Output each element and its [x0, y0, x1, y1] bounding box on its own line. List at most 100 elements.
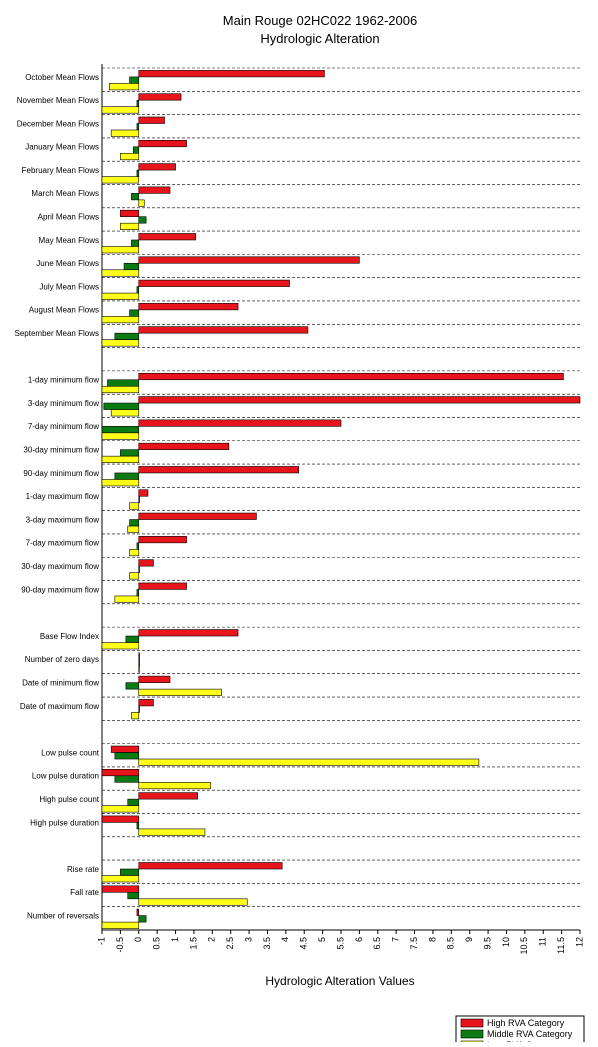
bar: [138, 688, 222, 696]
bar: [136, 908, 140, 916]
bar: [138, 862, 283, 870]
bar: [131, 193, 140, 201]
bar: [138, 489, 149, 497]
bar: [101, 815, 140, 823]
bar: [109, 83, 140, 91]
bar: [138, 93, 182, 101]
category-label: 90-day maximum flow: [21, 585, 99, 594]
category-label: July Mean Flows: [39, 282, 99, 291]
category-label: 90-day minimum flow: [23, 469, 99, 478]
category-label: Date of maximum flow: [20, 702, 99, 711]
bar: [136, 286, 140, 294]
bar: [110, 129, 140, 137]
category-label: May Mean Flows: [39, 236, 99, 245]
x-axis-label: Hydrologic Alteration Values: [265, 974, 414, 988]
category-label: Low pulse duration: [32, 772, 99, 781]
bar: [110, 745, 140, 753]
bar: [101, 769, 140, 777]
x-tick-label: 6.5: [372, 937, 382, 950]
x-tick-label: 9: [464, 937, 474, 942]
x-tick-label: 8: [427, 937, 437, 942]
x-tick-label: -0.5: [115, 937, 125, 953]
category-label: 3-day minimum flow: [28, 399, 99, 408]
x-tick-label: 2: [207, 937, 217, 942]
category-label: January Mean Flows: [25, 143, 99, 152]
bar: [138, 419, 342, 427]
bar: [129, 549, 140, 557]
bar: [138, 70, 325, 78]
bar: [123, 262, 140, 271]
bar: [129, 572, 140, 580]
category-label: Low pulse count: [41, 748, 100, 757]
bar: [138, 256, 360, 264]
category-label: April Mean Flows: [38, 213, 99, 222]
category-label: June Mean Flows: [36, 259, 99, 268]
bar: [138, 898, 248, 906]
category-label: August Mean Flows: [29, 306, 99, 315]
category-label: Fall rate: [70, 888, 99, 897]
x-tick-label: 2.5: [225, 937, 235, 950]
bar: [120, 209, 140, 217]
category-label: February Mean Flows: [22, 166, 99, 175]
bar: [138, 495, 140, 504]
category-label: March Mean Flows: [31, 189, 99, 198]
x-tick-label: 4.5: [299, 937, 309, 950]
bar: [120, 868, 140, 876]
bar: [138, 792, 198, 800]
bar: [138, 372, 564, 381]
bar: [136, 589, 140, 597]
bar: [138, 466, 300, 474]
bar: [101, 269, 140, 277]
bar: [138, 536, 187, 544]
bar: [136, 822, 140, 830]
bar: [131, 712, 140, 720]
bar: [101, 805, 140, 813]
bar: [101, 885, 140, 893]
x-tick-label: 7: [391, 937, 401, 942]
category-label: 7-day minimum flow: [28, 422, 99, 431]
bar: [136, 169, 140, 177]
bar: [125, 635, 140, 643]
bar: [127, 525, 140, 533]
bar: [138, 279, 290, 287]
category-label: Number of reversals: [27, 911, 99, 920]
bar: [138, 116, 165, 124]
bar: [138, 652, 140, 660]
bar: [101, 316, 140, 324]
legend-box: [455, 1015, 585, 1047]
legend-label: High RVA Category: [487, 1018, 565, 1028]
x-tick-label: 4: [280, 937, 290, 942]
bar: [120, 152, 140, 161]
legend-label: Middle RVA Category: [487, 1029, 573, 1039]
x-tick-label: -1: [96, 937, 106, 945]
x-tick-label: 3: [243, 937, 253, 942]
bar: [138, 665, 140, 673]
bar: [101, 642, 140, 650]
legend-swatch: [460, 1018, 484, 1028]
bar: [138, 758, 480, 766]
bar: [101, 875, 140, 883]
bar: [101, 455, 140, 463]
bar: [101, 426, 140, 434]
bar: [114, 775, 140, 783]
bar: [103, 402, 140, 410]
bar: [138, 163, 176, 171]
x-tick-label: 12: [574, 937, 584, 947]
bar: [138, 828, 206, 836]
bar: [114, 595, 140, 603]
bar: [138, 559, 154, 567]
bar: [131, 239, 140, 247]
bar: [101, 921, 140, 929]
chart-title: Main Rouge 02HC022 1962-2006: [223, 13, 417, 28]
category-label: 30-day minimum flow: [23, 446, 99, 455]
bar: [129, 519, 140, 527]
bar: [138, 565, 140, 573]
bar: [101, 479, 140, 487]
bar: [136, 123, 140, 131]
bar: [138, 233, 197, 241]
bar: [101, 385, 140, 394]
category-label: November Mean Flows: [17, 96, 99, 105]
category-label: Rise rate: [67, 865, 100, 874]
bar: [101, 176, 140, 184]
bar: [138, 629, 239, 637]
